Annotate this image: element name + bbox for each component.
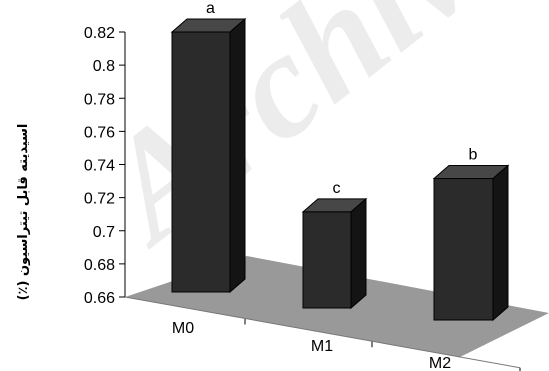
y-tick-label: 0.68 <box>84 257 115 274</box>
x-tick-label: M2 <box>429 355 451 371</box>
significance-letter: a <box>206 0 215 17</box>
y-tick-label: 0.78 <box>84 91 115 108</box>
bar-m0 <box>170 17 247 294</box>
x-tick-label: M1 <box>311 338 333 355</box>
category-labels: M0 M1 M2 <box>172 320 451 371</box>
x-axis-line <box>124 296 521 369</box>
bar-m2 <box>432 164 510 322</box>
bar-side-face <box>229 17 246 294</box>
bars <box>170 17 510 322</box>
x-tick-label: M0 <box>172 320 194 337</box>
y-axis-title: اسیدیته قابل تیتراسیون (٪) <box>16 124 31 301</box>
y-tick-label: 0.66 <box>84 290 115 307</box>
significance-letter: b <box>469 147 478 164</box>
x-axis-ticks <box>124 296 521 371</box>
bar-front-face <box>302 211 352 309</box>
bar-side-face <box>492 164 509 322</box>
y-tick-label: 0.8 <box>93 58 115 75</box>
y-tick-label: 0.72 <box>84 191 115 208</box>
y-axis-ticks: 0.66 0.68 0.7 0.72 0.74 0.76 0.78 0.8 0.82 <box>84 25 125 307</box>
y-tick-label: 0.7 <box>93 224 115 241</box>
significance-letter: c <box>333 180 341 197</box>
bar-front-face <box>433 178 494 321</box>
y-tick-label: 0.74 <box>84 158 115 175</box>
significance-labels: a c b <box>206 0 478 197</box>
bar-front-face <box>171 31 231 293</box>
y-tick-label: 0.76 <box>84 124 115 141</box>
bar-m1 <box>301 197 368 310</box>
y-tick-label: 0.82 <box>84 25 115 42</box>
bar-side-face <box>350 197 367 310</box>
